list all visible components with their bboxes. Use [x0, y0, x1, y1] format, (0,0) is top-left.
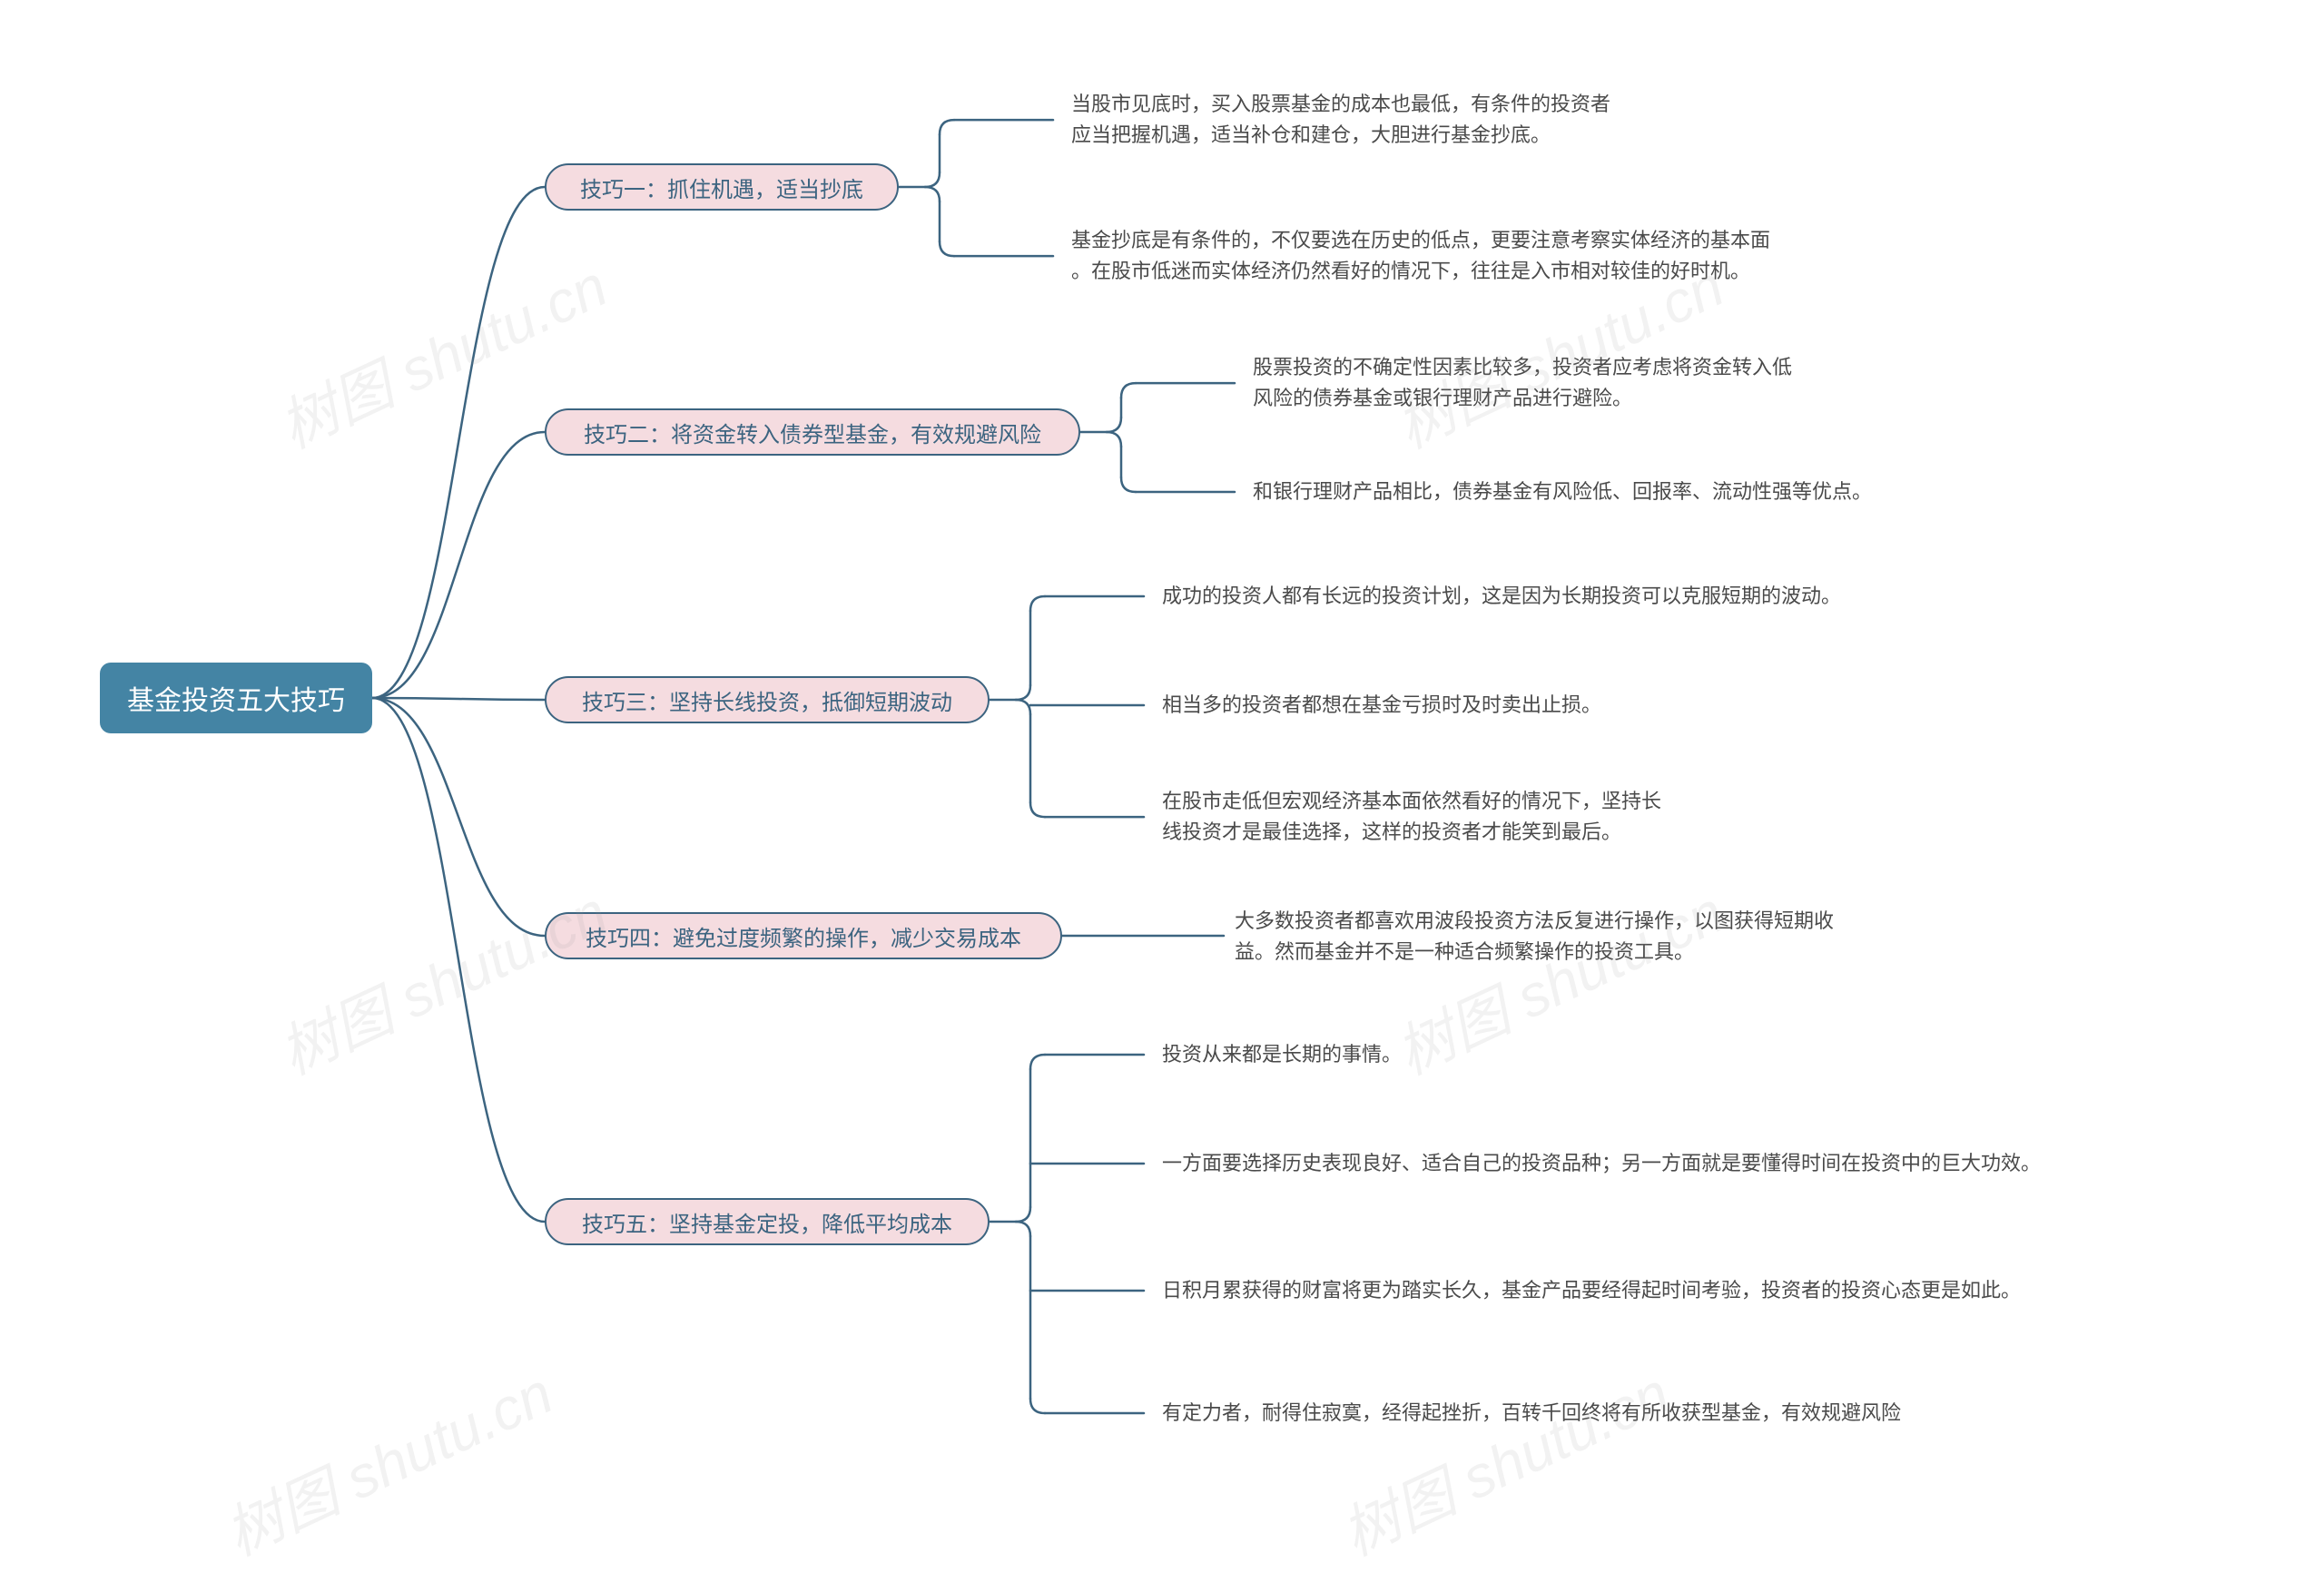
leaf-text: 在股市走低但宏观经济基本面依然看好的情况下，坚持长 线投资才是最佳选择，这样的投…: [1162, 786, 1661, 848]
leaf-text: 投资从来都是长期的事情。: [1162, 1039, 1402, 1070]
leaf-line: 股票投资的不确定性因素比较多，投资者应考虑将资金转入低: [1253, 356, 1792, 378]
leaf-line: 投资从来都是长期的事情。: [1162, 1043, 1402, 1066]
leaf-text: 股票投资的不确定性因素比较多，投资者应考虑将资金转入低 风险的债券基金或银行理财…: [1253, 352, 1792, 414]
branch-label: 技巧四：避免过度频繁的操作，减少交易成本: [586, 920, 1021, 952]
leaf-line: 线投资才是最佳选择，这样的投资者才能笑到最后。: [1162, 820, 1621, 843]
leaf-line: 一方面要选择历史表现良好、适合自己的投资品种；另一方面就是要懂得时间在投资中的巨…: [1162, 1152, 2041, 1174]
leaf-text: 大多数投资者都喜欢用波段投资方法反复进行操作，以图获得短期收 益。然而基金并不是…: [1235, 906, 1834, 968]
leaf-line: 成功的投资人都有长远的投资计划，这是因为长期投资可以克服短期的波动。: [1162, 585, 1841, 607]
leaf-text: 和银行理财产品相比，债券基金有风险低、回报率、流动性强等优点。: [1253, 477, 1872, 507]
leaf-line: 大多数投资者都喜欢用波段投资方法反复进行操作，以图获得短期收: [1235, 909, 1834, 932]
watermark: 树图 shutu.cn: [264, 867, 618, 1091]
leaf-line: 应当把握机遇，适当补仓和建仓，大胆进行基金抄底。: [1071, 123, 1551, 146]
watermark: 树图 shutu.cn: [1326, 1348, 1680, 1572]
watermark: 树图 shutu.cn: [1381, 867, 1735, 1091]
branch-tip-3[interactable]: 技巧三：坚持长线投资，抵御短期波动: [545, 676, 990, 723]
leaf-text: 成功的投资人都有长远的投资计划，这是因为长期投资可以克服短期的波动。: [1162, 581, 1841, 612]
leaf-line: 和银行理财产品相比，债券基金有风险低、回报率、流动性强等优点。: [1253, 480, 1872, 503]
branch-label: 技巧三：坚持长线投资，抵御短期波动: [582, 684, 952, 716]
root-node[interactable]: 基金投资五大技巧: [100, 663, 372, 733]
leaf-line: 当股市见底时，买入股票基金的成本也最低，有条件的投资者: [1071, 93, 1610, 115]
leaf-line: 在股市走低但宏观经济基本面依然看好的情况下，坚持长: [1162, 790, 1661, 812]
leaf-text: 有定力者，耐得住寂寞，经得起挫折，百转千回终将有所收获型基金，有效规避风险: [1162, 1398, 1901, 1429]
leaf-line: 益。然而基金并不是一种适合频繁操作的投资工具。: [1235, 940, 1694, 963]
leaf-text: 相当多的投资者都想在基金亏损时及时卖出止损。: [1162, 690, 1601, 721]
leaf-line: 日积月累获得的财富将更为踏实长久，基金产品要经得起时间考验，投资者的投资心态更是…: [1162, 1279, 2021, 1302]
branch-tip-1[interactable]: 技巧一：抓住机遇，适当抄底: [545, 163, 899, 211]
leaf-line: 相当多的投资者都想在基金亏损时及时卖出止损。: [1162, 693, 1601, 716]
branch-tip-4[interactable]: 技巧四：避免过度频繁的操作，减少交易成本: [545, 912, 1062, 959]
branch-label: 技巧一：抓住机遇，适当抄底: [580, 172, 863, 203]
branch-label: 技巧二：将资金转入债券型基金，有效规避风险: [584, 417, 1041, 448]
branch-tip-2[interactable]: 技巧二：将资金转入债券型基金，有效规避风险: [545, 408, 1080, 456]
leaf-text: 基金抄底是有条件的，不仅要选在历史的低点，更要注意考察实体经济的基本面 。在股市…: [1071, 225, 1770, 287]
branch-label: 技巧五：坚持基金定投，降低平均成本: [582, 1206, 952, 1238]
leaf-line: 风险的债券基金或银行理财产品进行避险。: [1253, 387, 1632, 409]
leaf-line: 。在股市低迷而实体经济仍然看好的情况下，往往是入市相对较佳的好时机。: [1071, 260, 1750, 282]
mindmap-canvas: 基金投资五大技巧 技巧一：抓住机遇，适当抄底 技巧二：将资金转入债券型基金，有效…: [0, 0, 2324, 1504]
leaf-text: 日积月累获得的财富将更为踏实长久，基金产品要经得起时间考验，投资者的投资心态更是…: [1162, 1275, 2021, 1306]
leaf-text: 一方面要选择历史表现良好、适合自己的投资品种；另一方面就是要懂得时间在投资中的巨…: [1162, 1148, 2041, 1179]
leaf-line: 有定力者，耐得住寂寞，经得起挫折，百转千回终将有所收获型基金，有效规避风险: [1162, 1401, 1901, 1424]
watermark: 树图 shutu.cn: [210, 1348, 564, 1572]
branch-tip-5[interactable]: 技巧五：坚持基金定投，降低平均成本: [545, 1198, 990, 1245]
leaf-text: 当股市见底时，买入股票基金的成本也最低，有条件的投资者 应当把握机遇，适当补仓和…: [1071, 89, 1610, 151]
leaf-line: 基金抄底是有条件的，不仅要选在历史的低点，更要注意考察实体经济的基本面: [1071, 229, 1770, 251]
root-label: 基金投资五大技巧: [127, 678, 345, 718]
